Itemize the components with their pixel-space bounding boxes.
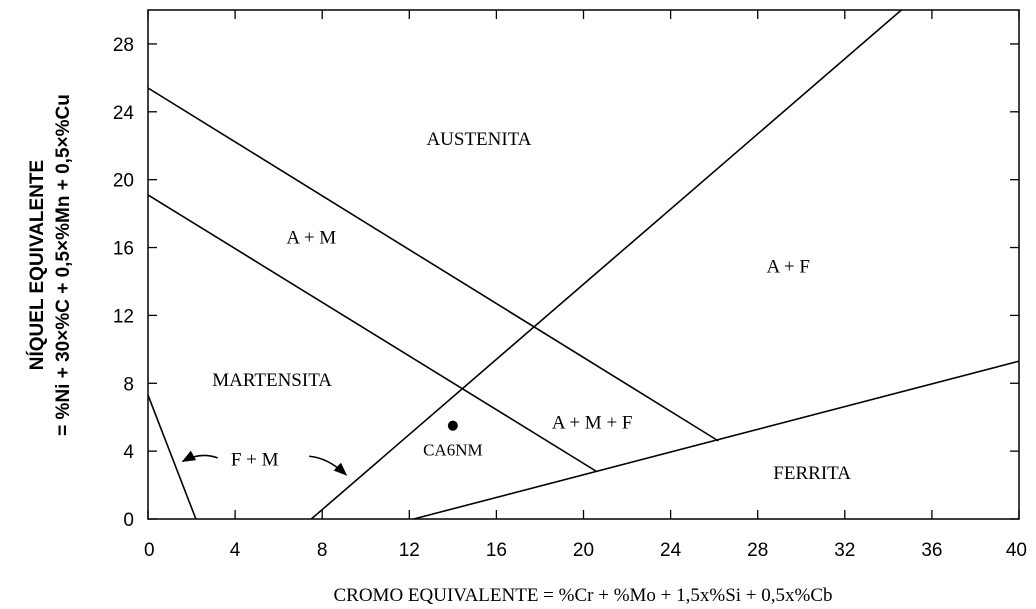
region-label-2: A + M xyxy=(286,227,336,248)
region-label-7: FERRITA xyxy=(773,463,851,484)
plot-frame xyxy=(147,9,1020,520)
data-points: CA6NM xyxy=(423,420,483,460)
y-tick-label: 4 xyxy=(123,442,134,463)
y-axis-label-line2: = %Ni + 30×%C + 0,5×%Mn + 0,5×%Cu xyxy=(53,94,74,436)
x-tick-label: 40 xyxy=(1006,540,1027,561)
data-point-label: CA6NM xyxy=(423,441,483,460)
x-tick-label: 36 xyxy=(921,540,942,561)
x-tick-label: 20 xyxy=(573,540,594,561)
y-tick-label: 8 xyxy=(123,374,134,395)
x-tick-label: 8 xyxy=(317,540,328,561)
x-axis-label: CROMO EQUIVALENTE = %Cr + %Mo + 1,5x%Si … xyxy=(333,585,832,606)
x-tick-label: 24 xyxy=(660,540,682,561)
annotation-arrows xyxy=(181,450,348,476)
y-axis-ticks: 0 4 8 12 16 20 24 28 xyxy=(113,35,1019,531)
boundary-line-5 xyxy=(147,394,197,520)
y-tick-label: 20 xyxy=(113,171,134,192)
region-label-5: A + M + F xyxy=(552,412,633,433)
annotation-arrow-1 xyxy=(181,450,218,462)
boundary-line-2 xyxy=(147,194,598,473)
x-tick-label: 16 xyxy=(486,540,507,561)
y-tick-label: 28 xyxy=(113,35,134,56)
x-tick-label: 32 xyxy=(834,540,855,561)
x-axis-ticks: 0 4 8 12 16 20 24 28 32 36 40 xyxy=(144,10,1027,561)
y-axis-label-line1: NÍQUEL EQUIVALENTE xyxy=(26,160,48,370)
x-tick-label: 0 xyxy=(144,540,155,561)
y-tick-label: 12 xyxy=(113,306,134,327)
data-point-ca6nm xyxy=(447,420,458,431)
boundary-line-4 xyxy=(413,360,1020,520)
region-labels: AUSTENITA A + M A + F MARTENSITA A + M + F F … xyxy=(212,129,851,484)
x-tick-label: 4 xyxy=(230,540,241,561)
region-label-6: F + M xyxy=(231,450,279,471)
y-tick-label: 0 xyxy=(123,510,134,531)
annotation-arrow-2 xyxy=(309,455,348,476)
x-tick-label: 28 xyxy=(747,540,768,561)
boundary-line-1 xyxy=(147,87,719,442)
region-label-3: A + F xyxy=(766,256,809,277)
x-tick-label: 12 xyxy=(399,540,420,561)
phase-boundary-lines xyxy=(147,9,1020,520)
region-label-4: MARTENSITA xyxy=(212,370,332,391)
y-axis-label-group: NÍQUEL EQUIVALENTE = %Ni + 30×%C + 0,5×%… xyxy=(26,94,74,436)
boundary-line-3 xyxy=(310,9,902,520)
y-tick-label: 24 xyxy=(113,103,135,124)
y-tick-label: 16 xyxy=(113,239,134,260)
region-label-1: AUSTENITA xyxy=(426,129,531,150)
